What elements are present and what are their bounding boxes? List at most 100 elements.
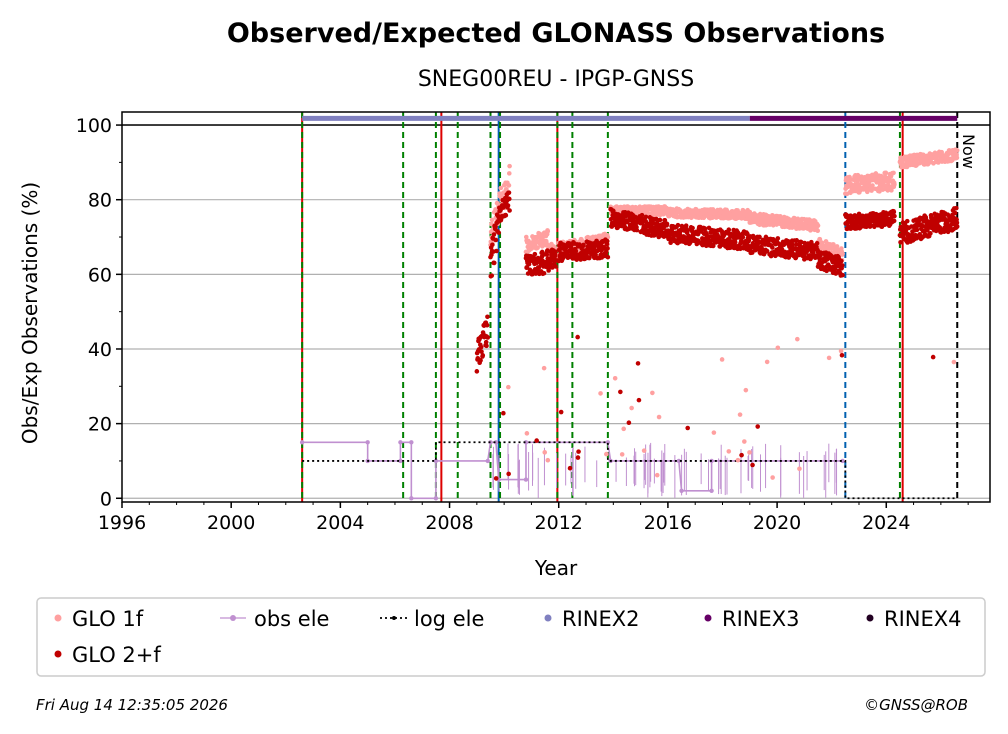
glo1f-point [541,365,547,371]
glo1f-point [621,426,627,432]
plot-frame [121,111,991,503]
glo1f-point [656,414,662,420]
glo2f-point [764,248,770,254]
series-obs-ele [302,441,843,500]
glo2f-point [668,240,673,246]
x-tick-label: 1996 [98,512,146,534]
glo1f-point [619,452,625,457]
legend: GLO 1f obs ele log ele RINEX2 RINEX3 RINEX4 GL… [36,597,986,677]
glo1f-point [743,387,749,393]
glo1f-point [629,405,634,411]
glo1f-point [742,439,747,444]
glo2f-point [506,190,512,195]
glo1f-point [650,390,655,396]
legend-marker [230,615,236,621]
legend-marker [704,614,712,622]
legend-item-obs-ele: obs ele [220,607,329,631]
glo2f-point [503,213,509,218]
legend-marker [54,614,62,622]
glo2f-point [954,224,960,229]
glo2f-point [636,397,642,403]
glo1f-point [506,171,512,176]
glo2f-point [576,449,581,454]
glo1f-point [506,183,512,188]
glo2f-point [635,361,641,366]
legend-label: RINEX4 [884,607,962,631]
glo1f-point [523,234,529,240]
glo2f-point [683,223,689,228]
glo2f-point [478,344,484,350]
glo2f-point [506,196,512,202]
glo1f-point [891,170,896,176]
legend-marker [392,616,396,620]
glo2f-point [839,258,844,264]
obs-ele-point [398,458,403,464]
footer-timestamp: Fri Aug 14 12:35:05 2026 [36,696,228,714]
glo1f-point [737,412,743,417]
glo1f-point [770,475,775,480]
obs-ele-point [840,458,845,464]
y-tick-label: 80 [88,190,112,212]
glo2f-point [739,452,744,458]
glo2f-point [904,218,910,224]
glo1f-point [504,187,509,192]
glo2f-point [657,217,663,223]
glo2f-point [541,270,547,276]
glo1f-point [506,384,511,390]
glo2f-point [575,334,580,340]
glo2f-point [524,265,530,270]
glo2f-point [505,203,511,208]
glo2f-point [494,248,499,254]
glo2f-point [639,212,645,218]
glo2f-point [567,465,573,471]
glo1f-point [797,466,802,472]
glo2f-point [586,255,592,261]
glo2f-point [478,358,483,363]
glo2f-point [903,228,909,233]
glo1f-point [764,359,770,365]
obs-ele-point [523,477,529,482]
glo1f-point [838,348,844,354]
y-axis-label: Obs/Exp Observations (%) [18,182,42,444]
x-tick-label: 2020 [753,512,801,534]
glo2f-point [493,476,499,481]
glo1f-point [883,170,889,176]
glo2f-point [740,234,746,240]
y-tick-label: 0 [100,488,112,510]
glo1f-point [711,430,717,435]
glo2f-point [626,420,632,426]
glo1f-point [604,451,609,457]
glo2f-point [814,241,820,246]
obs-ele-point [409,440,414,445]
glo2f-point [840,272,845,278]
legend-item-rinex4: RINEX4 [866,607,962,631]
now-label: Now [959,134,978,169]
glo2f-point [770,245,775,250]
legend-label: RINEX2 [562,607,640,631]
glo2f-point [755,424,761,429]
legend-item-glo2f: GLO 2+f [54,643,161,667]
glo1f-point [641,448,647,453]
glo2f-point [685,229,690,234]
obs-ele-point [398,440,403,445]
obs-ele-point [605,440,611,445]
footer-credit: ©GNSS@ROB [864,696,968,714]
obs-ele-point [485,458,490,464]
plot-area: Now 0 20 40 60 80 100 1996 2000 2004 2008 2012 2016 2… [76,111,991,534]
glo2f-point [605,254,611,260]
glo1f-point [719,357,725,362]
glo2f-point [605,246,610,251]
glo1f-point [815,228,821,234]
glo2f-point [575,455,581,460]
obs-ele-point [433,458,439,464]
glo2f-point [618,389,623,395]
glo2f-point [928,231,933,236]
obs-ele-point [409,496,414,501]
glo2f-point [553,249,558,254]
glo2f-point [493,224,498,229]
glo2f-point [507,208,512,213]
legend-item-log-ele: log ele [380,607,484,631]
glo2f-point [634,227,640,233]
glo1f-point [654,472,660,478]
